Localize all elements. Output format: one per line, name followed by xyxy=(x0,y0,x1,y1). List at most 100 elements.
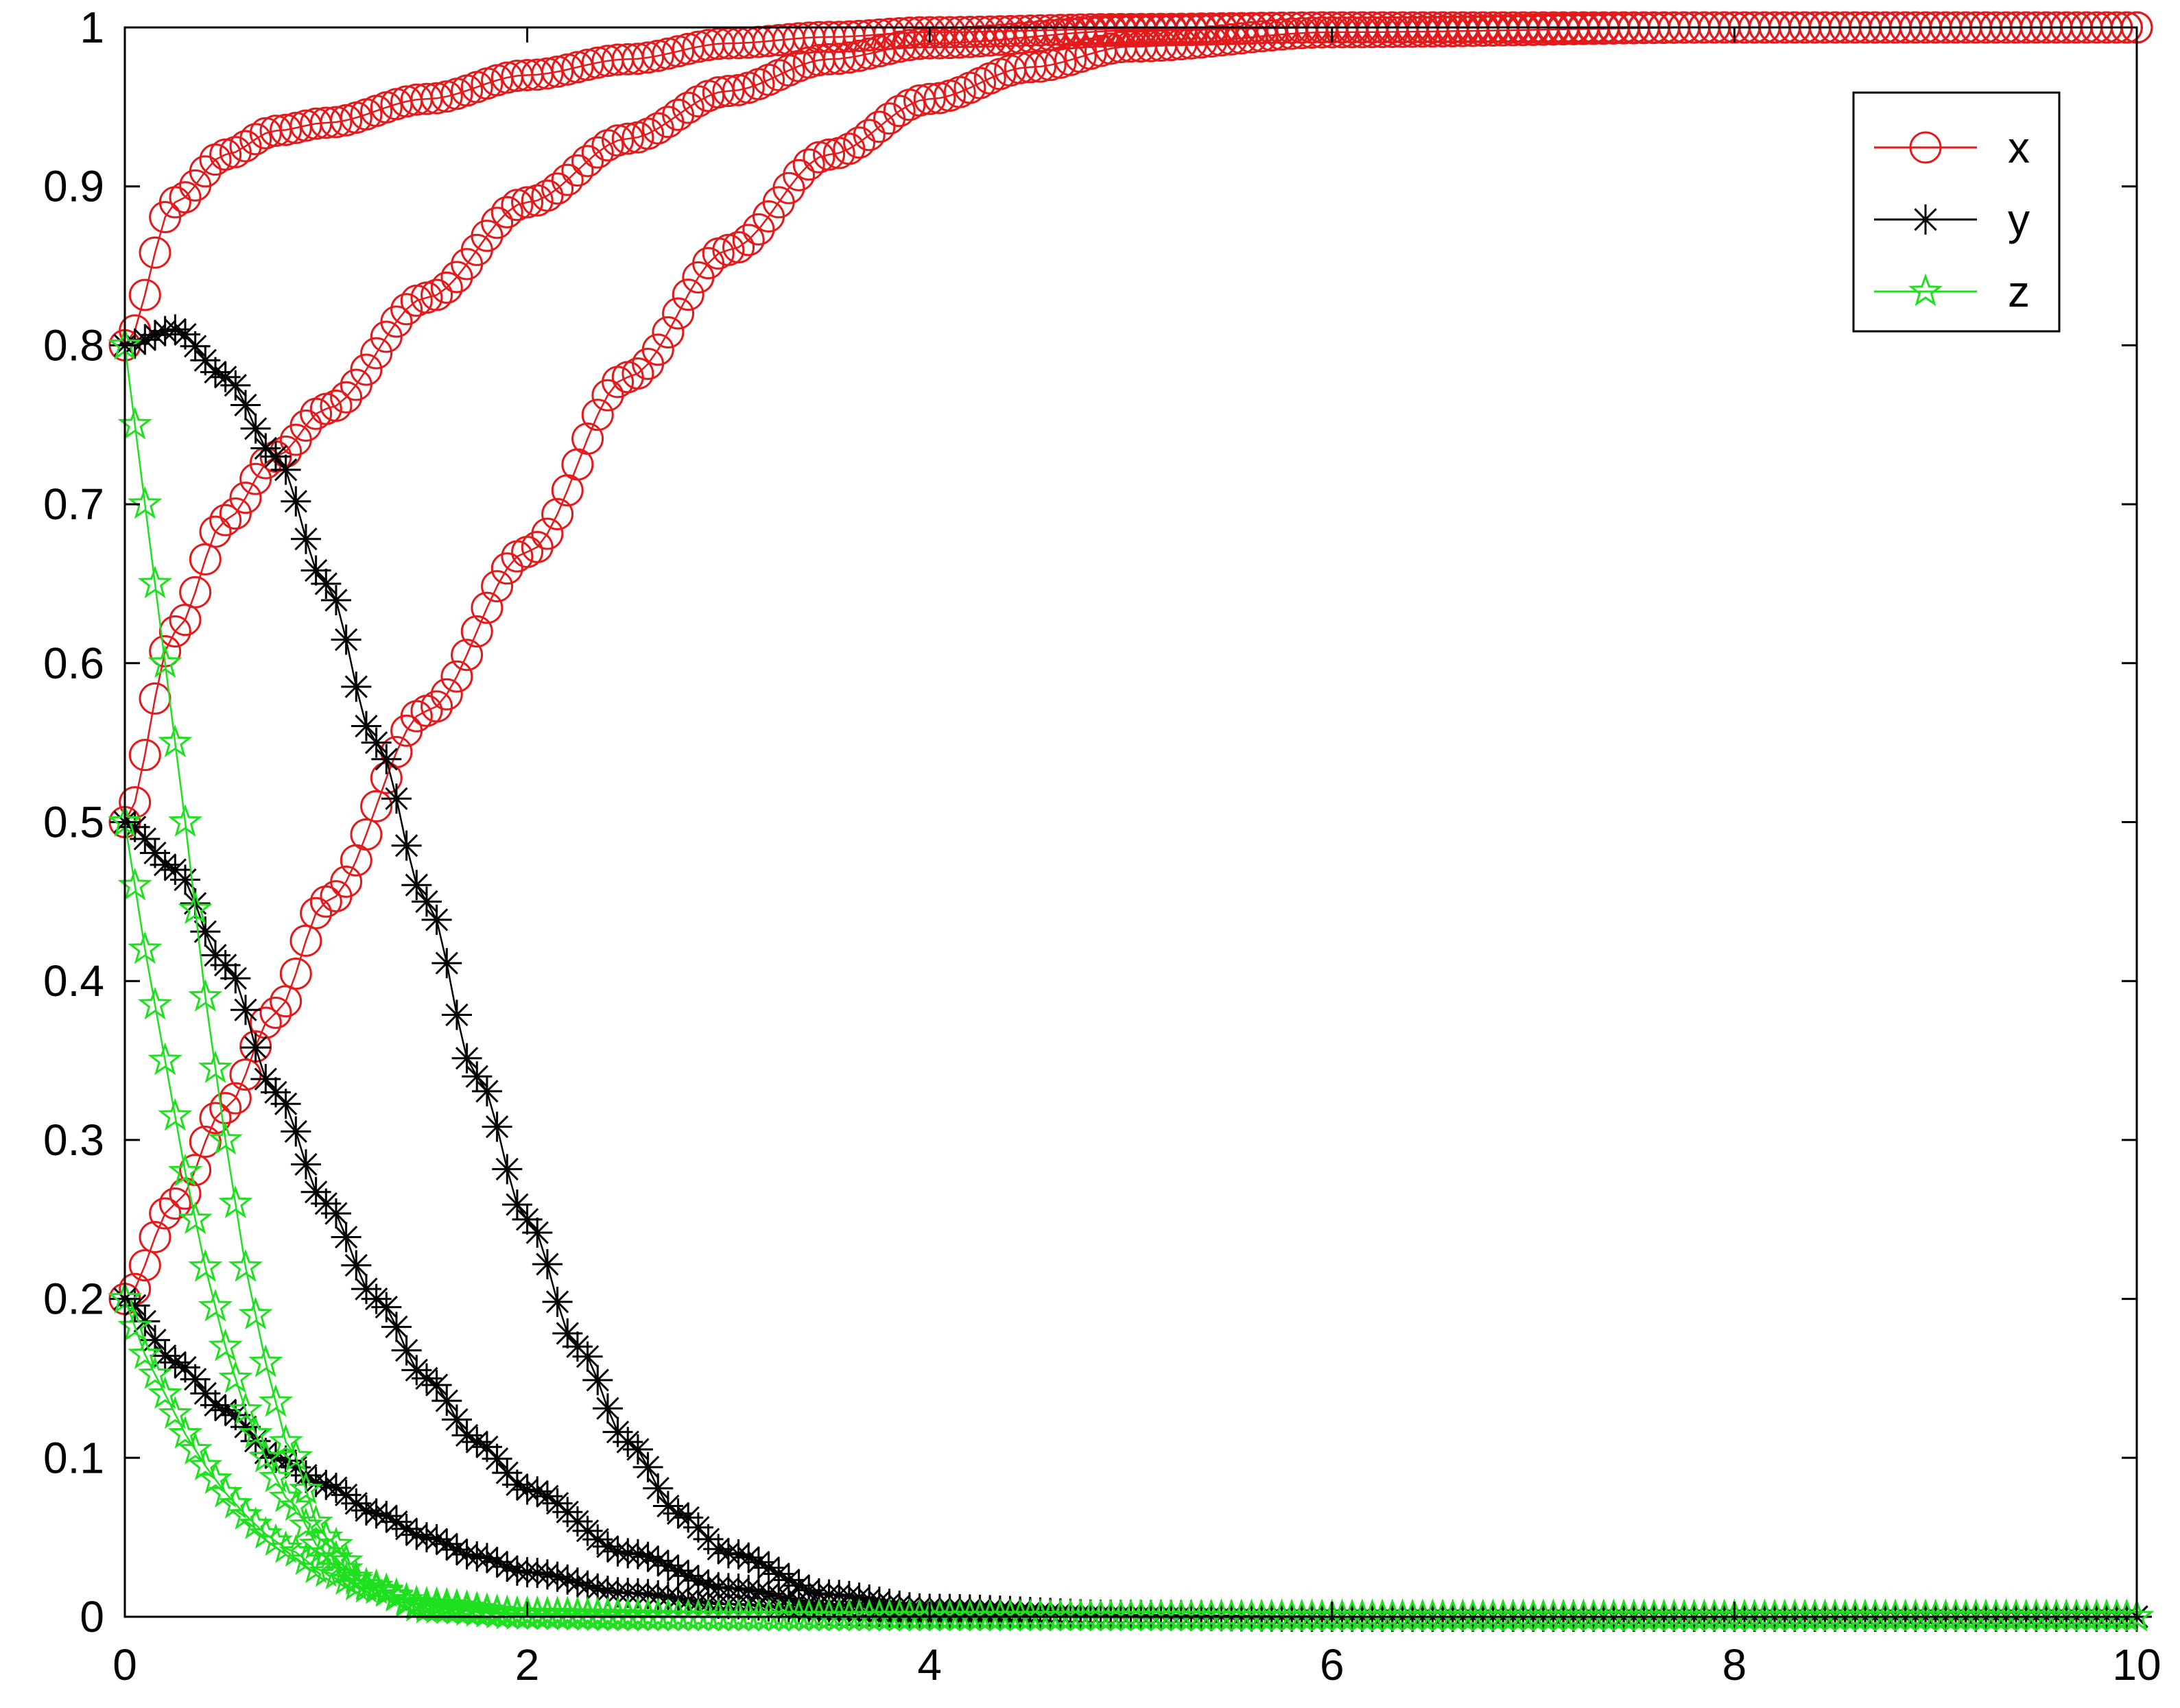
series-z-marker xyxy=(449,1589,484,1622)
series-y-marker xyxy=(281,486,311,517)
series-x-marker xyxy=(481,206,514,239)
series-x-marker xyxy=(531,179,564,212)
series-y-marker xyxy=(451,1043,482,1074)
series-x-marker xyxy=(833,41,866,74)
series-z-marker xyxy=(389,1582,424,1615)
series-x-marker xyxy=(581,399,614,431)
series-y-marker xyxy=(482,1547,512,1578)
series-y-marker xyxy=(411,886,442,917)
series-y-marker xyxy=(200,1390,230,1421)
series-x-marker xyxy=(460,615,493,648)
series-x-marker xyxy=(128,739,161,772)
series-y-marker xyxy=(643,1580,674,1611)
series-x-marker xyxy=(641,333,674,366)
y-tick-label: 1 xyxy=(80,3,104,52)
series-x-marker xyxy=(189,155,222,188)
series-x-marker xyxy=(863,110,896,143)
series-y-marker xyxy=(169,1352,200,1383)
series-y-marker xyxy=(552,1318,583,1349)
series-z-marker xyxy=(399,1585,434,1618)
series-x-marker xyxy=(471,591,503,624)
series-x-marker xyxy=(742,213,775,246)
series-y-marker xyxy=(250,1064,281,1095)
series-y-marker xyxy=(462,1541,493,1571)
series-x-marker xyxy=(551,53,584,86)
series-x-marker xyxy=(531,517,564,550)
series-z-marker xyxy=(228,1248,263,1282)
series-x-marker xyxy=(611,122,644,155)
y-tick-label: 0.4 xyxy=(43,956,104,1006)
series-y-marker xyxy=(210,1395,241,1425)
series-y-marker xyxy=(663,1555,694,1586)
series-y-marker xyxy=(683,1512,713,1543)
series-y-marker xyxy=(230,390,261,420)
series-y-marker xyxy=(763,1558,794,1589)
series-x-marker xyxy=(772,171,805,204)
series-x-marker xyxy=(1034,49,1067,82)
series-y-marker xyxy=(220,370,251,401)
series-z-marker xyxy=(137,986,173,1020)
y-tick-label: 0 xyxy=(80,1592,104,1641)
series-z-marker xyxy=(147,1042,182,1076)
series-y-marker xyxy=(582,1524,613,1555)
series-y-marker xyxy=(482,1111,512,1142)
series-x-marker xyxy=(561,51,594,84)
series-y-marker xyxy=(492,1551,523,1582)
series-x-marker xyxy=(320,106,353,139)
series-z-marker xyxy=(147,1376,182,1410)
series-y-marker xyxy=(341,1488,372,1519)
series-y-marker xyxy=(401,1355,432,1386)
series-y-marker xyxy=(562,1567,593,1598)
series-y-marker xyxy=(703,1534,734,1565)
series-x-marker xyxy=(300,897,333,929)
x-tick-label: 0 xyxy=(112,1640,137,1689)
series-x-marker xyxy=(672,278,704,311)
series-y-marker xyxy=(210,950,241,981)
series-z-marker xyxy=(158,724,193,758)
series-x-marker xyxy=(440,660,473,693)
series-y-marker xyxy=(341,1250,372,1281)
series-y-marker xyxy=(522,1476,553,1507)
series-x-marker xyxy=(471,220,503,252)
series-z-marker xyxy=(167,804,203,837)
series-x-marker xyxy=(662,297,695,330)
series-x-marker xyxy=(420,278,453,311)
series-x-2 xyxy=(108,11,2153,1316)
series-x-marker xyxy=(169,181,202,214)
series-x-marker xyxy=(511,186,544,219)
series-x-marker xyxy=(320,390,353,423)
series-y-marker xyxy=(130,823,161,854)
series-y-marker xyxy=(512,1474,543,1505)
series-y-marker xyxy=(281,1116,311,1147)
series-z-marker xyxy=(379,1578,414,1611)
series-x-marker xyxy=(883,95,916,128)
series-x-marker xyxy=(350,353,383,386)
series-y-marker xyxy=(320,1473,351,1504)
series-x-marker xyxy=(672,91,704,124)
series-y-marker xyxy=(582,1365,613,1396)
series-y-marker xyxy=(421,1524,452,1555)
series-x-marker xyxy=(380,305,413,338)
series-y-marker xyxy=(421,904,452,935)
series-z-marker xyxy=(198,1461,233,1495)
legend-entry-x: x xyxy=(1874,123,2030,172)
series-y-marker xyxy=(643,1545,674,1576)
series-z-marker xyxy=(238,1296,273,1330)
legend: xyz xyxy=(1852,91,2061,333)
series-x-marker xyxy=(330,381,363,414)
series-z-marker xyxy=(178,1432,213,1465)
series-y-marker xyxy=(220,963,251,994)
series-x-marker xyxy=(128,1249,161,1282)
legend-label: x xyxy=(2008,123,2030,172)
series-x-marker xyxy=(561,154,594,187)
series-y-marker xyxy=(119,811,150,842)
series-x-marker xyxy=(621,357,654,390)
series-x-marker xyxy=(239,462,272,495)
series-y-marker xyxy=(622,1539,653,1569)
series-y-marker xyxy=(652,1581,683,1612)
series-x-marker xyxy=(541,498,574,531)
series-x-marker xyxy=(923,82,956,115)
series-y-marker xyxy=(532,1481,562,1512)
series-z-marker xyxy=(198,1288,233,1322)
series-z-marker xyxy=(198,1050,233,1084)
